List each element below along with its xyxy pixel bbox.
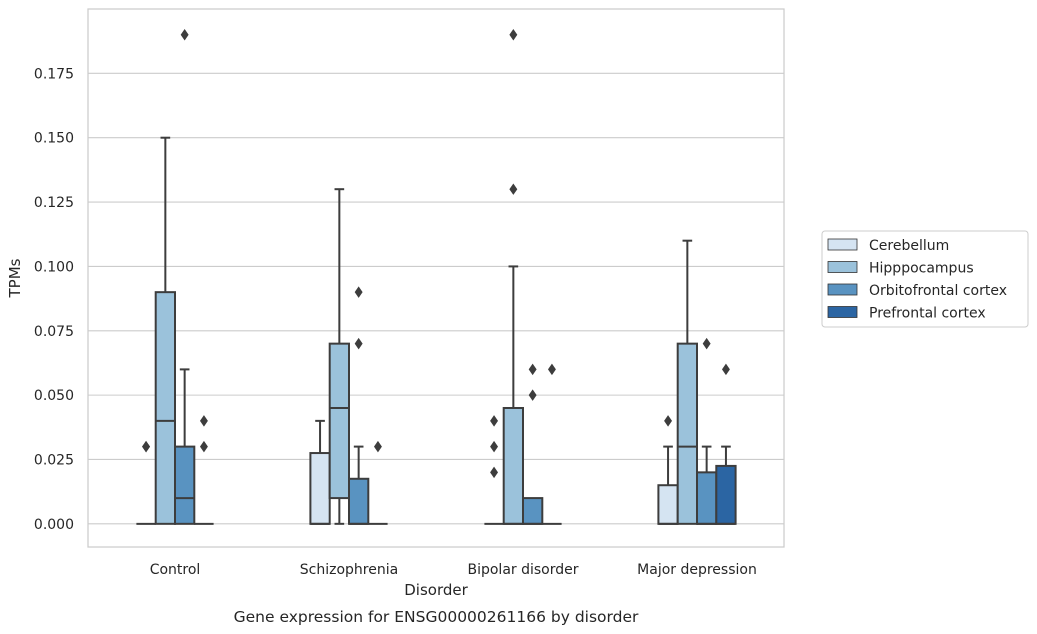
box-orbitofrontal-cortex-0 [174, 29, 196, 525]
grid-lines [88, 72, 784, 525]
plot-frame [87, 8, 785, 548]
outlier-point [509, 183, 518, 195]
y-tick-label: 0.050 [34, 388, 74, 404]
box-cerebellum-2 [484, 415, 504, 525]
box-body [174, 445, 196, 525]
box-hipppocampus-3 [676, 239, 699, 525]
box-body [676, 342, 699, 525]
legend-swatch [827, 283, 858, 296]
box-orbitofrontal-cortex-2 [522, 363, 544, 525]
box-prefrontal-cortex-2 [542, 363, 562, 525]
outlier-point [199, 440, 208, 453]
y-tick-label: 0.075 [34, 324, 74, 340]
box-cerebellum-1 [309, 419, 331, 525]
legend-item: Hipppocampus [827, 261, 974, 277]
legend-swatch [827, 306, 858, 318]
legend-label: Prefrontal cortex [869, 306, 986, 322]
x-tick-label: Control [150, 562, 201, 578]
box-hipppocampus-1 [328, 188, 351, 525]
outlier-point [142, 440, 151, 453]
legend-item: Prefrontal cortex [827, 306, 986, 322]
y-tick-label: 0.100 [34, 259, 74, 275]
box-body [502, 406, 525, 525]
y-tick-label: 0.150 [34, 131, 74, 147]
box-orbitofrontal-cortex-3 [696, 337, 718, 525]
outlier-point [509, 29, 518, 41]
outlier-point [664, 415, 673, 427]
legend-label: Orbitofrontal cortex [869, 283, 1007, 299]
x-tick-label: Bipolar disorder [467, 562, 578, 578]
x-axis-label: Disorder [404, 581, 468, 599]
box-hipppocampus-2 [502, 29, 525, 525]
x-tick-labels: Control Schizophrenia Bipolar disorder Majo… [150, 562, 757, 578]
outlier-point [547, 363, 556, 376]
box-orbitofrontal-cortex-1 [348, 286, 370, 525]
legend: Cerebellum Hipppocampus Orbitofrontal cort… [821, 230, 1029, 328]
box-body [696, 471, 718, 525]
box-body [348, 477, 370, 525]
box-cerebellum-0 [136, 440, 156, 525]
outlier-point [180, 29, 189, 41]
legend-label: Cerebellum [869, 238, 949, 254]
legend-item: Orbitofrontal cortex [827, 283, 1007, 299]
x-tick-label: Schizophrenia [300, 562, 398, 578]
y-tick-labels: 0.000 0.025 0.050 0.075 0.100 0.125 0.150 0.175 [34, 66, 74, 532]
legend-swatch [827, 238, 858, 251]
legend-label: Hipppocampus [869, 261, 974, 277]
box-cerebellum-3 [657, 415, 679, 525]
boxes [136, 29, 737, 525]
legend-swatch [827, 261, 858, 273]
outlier-point [373, 440, 382, 453]
box-body [522, 497, 544, 525]
box-body [657, 484, 679, 525]
box-hipppocampus-0 [154, 136, 176, 525]
y-tick-label: 0.000 [34, 517, 74, 533]
box-body [154, 291, 176, 525]
y-tick-label: 0.175 [34, 66, 74, 82]
y-tick-label: 0.125 [34, 195, 74, 211]
outlier-point [490, 440, 499, 453]
outlier-point [199, 415, 208, 427]
legend-box [821, 230, 1029, 328]
outlier-point [490, 415, 499, 427]
outlier-point [354, 286, 363, 298]
box-prefrontal-cortex-1 [368, 440, 388, 525]
box-prefrontal-cortex-0 [194, 415, 214, 525]
x-tick-label: Major depression [637, 562, 757, 578]
y-tick-label: 0.025 [34, 452, 74, 468]
legend-item: Cerebellum [827, 238, 949, 254]
outlier-point [528, 363, 537, 376]
box-prefrontal-cortex-3 [715, 363, 737, 525]
box-body [309, 452, 331, 525]
outlier-point [354, 337, 363, 350]
outlier-point [490, 466, 499, 479]
figure-caption: Gene expression for ENSG00000261166 by d… [234, 608, 639, 626]
box-body [328, 342, 351, 500]
outlier-point [528, 389, 537, 401]
box-body [715, 464, 737, 525]
outlier-point [702, 337, 711, 350]
outlier-point [721, 363, 730, 376]
y-axis-label: TPMs [6, 258, 24, 298]
